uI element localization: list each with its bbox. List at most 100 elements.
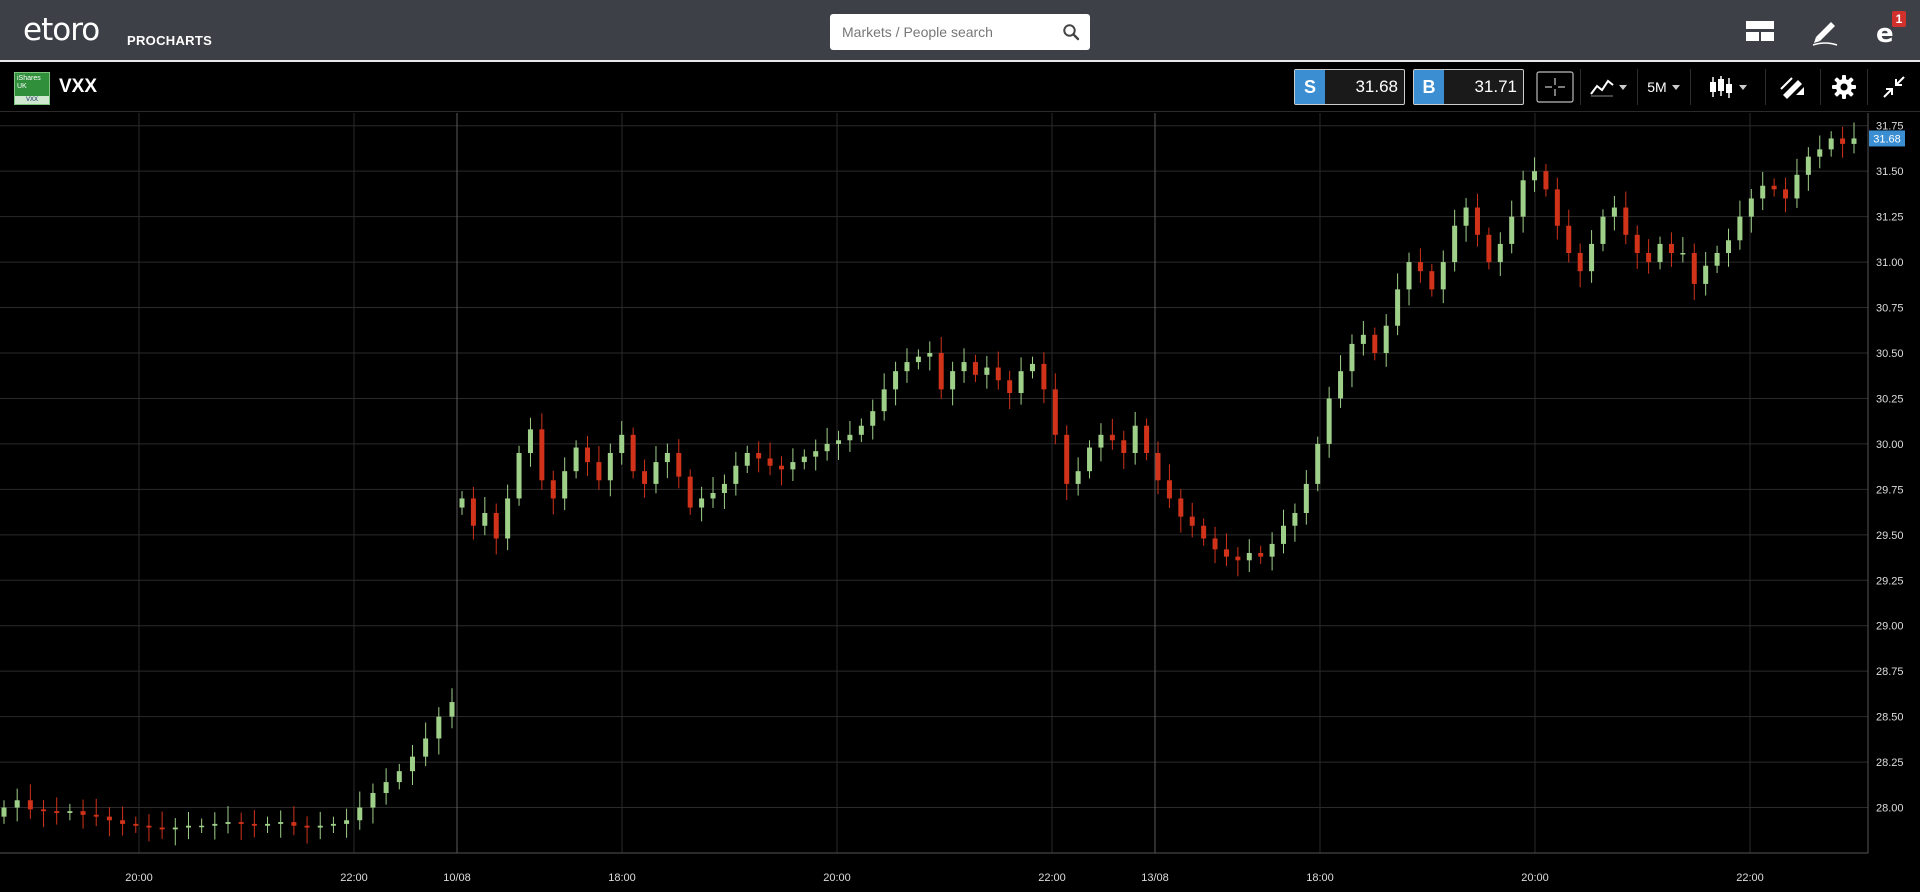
candle-body	[370, 793, 376, 808]
chart-type-select[interactable]	[1690, 69, 1764, 105]
candle-body	[642, 471, 648, 484]
candle-body	[858, 425, 864, 435]
candle-body	[199, 825, 205, 828]
buy-tag: B	[1414, 70, 1444, 104]
candle-body	[1029, 363, 1035, 372]
candle-body	[449, 702, 455, 717]
candle-body	[1474, 207, 1480, 235]
candle-body	[493, 513, 499, 539]
candle-body	[676, 453, 682, 477]
x-tick-label: 18:00	[1306, 872, 1334, 884]
settings-button[interactable]	[1820, 69, 1866, 105]
candle-body	[459, 498, 465, 508]
candle-body	[185, 825, 191, 828]
candle-body	[1714, 253, 1720, 266]
candle-body	[1223, 549, 1229, 557]
buy-button[interactable]: B 31.71	[1413, 69, 1524, 105]
candle-body	[278, 822, 284, 824]
search-box[interactable]	[830, 14, 1090, 50]
candle-body	[1691, 253, 1697, 284]
minimize-chart-button[interactable]	[1867, 69, 1919, 105]
instrument-logo: iShares UK VXX	[14, 72, 50, 105]
candle-body	[1326, 398, 1332, 444]
candle-body	[93, 814, 99, 817]
candle-body	[146, 825, 152, 828]
candle-body	[1703, 265, 1709, 284]
candle-body	[1007, 380, 1013, 393]
candle-body	[1680, 253, 1686, 255]
candle-body	[744, 453, 750, 466]
crosshair-button[interactable]	[1532, 69, 1578, 105]
x-tick-label: 10/08	[443, 872, 471, 884]
search-icon[interactable]	[1062, 23, 1080, 41]
candle-body	[972, 362, 978, 375]
pencil-icon[interactable]	[1807, 13, 1843, 49]
current-price-label: 31.68	[1873, 133, 1901, 145]
candle-body	[915, 356, 921, 363]
candle-body	[357, 807, 363, 821]
candle-body	[1064, 434, 1070, 484]
search-input[interactable]	[842, 14, 1052, 50]
candle-body	[778, 465, 784, 470]
candlestick-chart[interactable]: 31.75 31.50 31.25 31.00 30.75 30.50 30.25 30.00…	[0, 113, 1920, 892]
candle-body	[1600, 216, 1606, 244]
indicators-button[interactable]	[1580, 69, 1636, 105]
collapse-icon	[1882, 76, 1905, 98]
etoro-logo[interactable]: etoro	[23, 12, 100, 48]
sell-button[interactable]: S 31.68	[1294, 69, 1405, 105]
candle-body	[1463, 207, 1469, 226]
candle-body	[1281, 525, 1287, 544]
candle-body	[984, 367, 990, 375]
candle-body	[41, 809, 47, 812]
x-tick-label: 13/08	[1141, 872, 1169, 884]
candle-body	[1349, 343, 1355, 372]
candle-body	[423, 738, 429, 757]
candle-body	[927, 353, 933, 357]
y-tick-label: 29.00	[1876, 621, 1904, 633]
svg-text:e: e	[1876, 19, 1894, 49]
candle-body	[1634, 234, 1640, 253]
x-tick-label: 20:00	[125, 872, 153, 884]
candle-body	[516, 453, 522, 499]
candle-body	[733, 465, 739, 484]
candle-body	[120, 820, 126, 824]
drawing-tool-icon	[1779, 77, 1804, 99]
drawing-tools-button[interactable]	[1765, 69, 1819, 105]
candle-body	[409, 756, 415, 772]
candle-body	[573, 447, 579, 472]
procharts-label: PROCHARTS	[127, 33, 213, 48]
candle-body	[664, 453, 670, 463]
instrument-logo-bottom: VXX	[15, 96, 49, 104]
y-tick-label: 28.25	[1876, 757, 1904, 769]
instrument-logo-text: iShares UK	[17, 75, 41, 90]
candle-body	[801, 456, 807, 463]
candle-body	[1566, 225, 1572, 253]
price-chart[interactable]: 31.75 31.50 31.25 31.00 30.75 30.50 30.25 30.00…	[0, 113, 1920, 892]
notifications-button[interactable]: e 1	[1870, 11, 1906, 49]
candle-body	[995, 367, 1001, 381]
candle-body	[1018, 371, 1024, 393]
candle-body	[67, 811, 73, 813]
layout-icon[interactable]	[1742, 13, 1778, 49]
candle-body	[550, 480, 556, 499]
buy-price: 31.71	[1474, 77, 1517, 96]
gear-icon	[1831, 75, 1856, 99]
x-tick-label: 22:00	[1038, 872, 1066, 884]
candle-body	[1383, 325, 1389, 353]
candle-body	[106, 816, 112, 821]
candle-body	[961, 362, 967, 372]
candle-body	[238, 822, 244, 824]
candle-body	[687, 476, 693, 508]
candle-body	[1075, 471, 1081, 484]
y-tick-label: 29.50	[1876, 530, 1904, 542]
candle-body	[1725, 240, 1731, 253]
candle-body	[1406, 262, 1412, 290]
candle-body	[1132, 425, 1138, 453]
timeframe-select[interactable]: 5M	[1637, 69, 1689, 105]
candle-body	[1269, 543, 1275, 557]
candle-body	[699, 498, 705, 508]
candle-body	[251, 823, 257, 826]
x-tick-label: 20:00	[823, 872, 851, 884]
candle-body	[767, 458, 773, 466]
